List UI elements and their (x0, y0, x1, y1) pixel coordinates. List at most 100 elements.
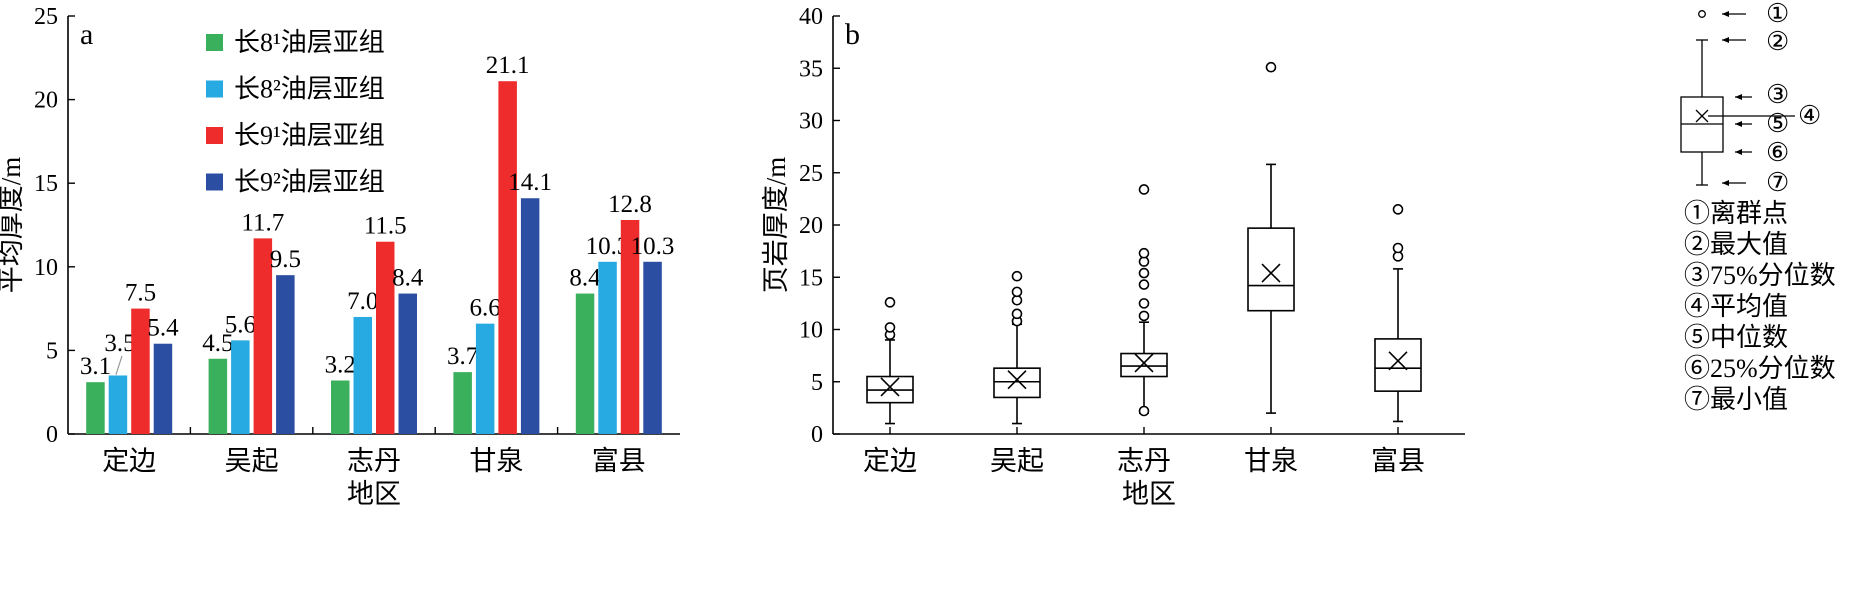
bar (398, 293, 417, 434)
y-tick-label: 10 (34, 255, 58, 281)
data-label: 11.7 (241, 209, 284, 236)
outlier-point (884, 322, 896, 333)
key-item: ③75%分位数 (1684, 261, 1836, 290)
bar (620, 219, 640, 434)
bar (498, 81, 517, 434)
legend-label: 长8¹油层亚组 (234, 28, 385, 57)
data-label: 5.4 (147, 315, 179, 342)
mean-marker (880, 377, 900, 397)
x-tick-label: 志丹 (347, 446, 401, 476)
key-arrowhead (1722, 180, 1729, 186)
x-tick-label: 吴起 (990, 446, 1044, 476)
outlier-point (1011, 270, 1023, 282)
x-tick-label: 吴起 (225, 446, 279, 476)
legend-label: 长8²油层亚组 (234, 75, 385, 104)
bar (353, 316, 372, 434)
mean-marker (1007, 370, 1027, 390)
y-tick-label: 15 (34, 171, 58, 197)
key-marker: ② (1766, 27, 1789, 56)
data-label: 3.2 (325, 351, 356, 378)
key-item: ⑤中位数 (1684, 323, 1788, 352)
outlier-point (1265, 61, 1277, 73)
data-label: 10.3 (631, 233, 675, 260)
bar (453, 372, 472, 434)
data-label: 11.5 (364, 213, 407, 240)
key-item: ⑥25%分位数 (1684, 354, 1836, 383)
bar (231, 340, 250, 434)
y-tick-label: 0 (811, 422, 823, 448)
x-tick-label: 甘泉 (1244, 446, 1298, 476)
outlier-point (1011, 286, 1023, 298)
data-label: 3.5 (104, 330, 135, 357)
legend-label: 长9²油层亚组 (234, 168, 385, 197)
y-tick-label: 0 (46, 422, 58, 448)
key-item: ①离群点 (1684, 199, 1788, 228)
x-tick-label: 定边 (102, 446, 156, 476)
y-tick-label: 30 (799, 109, 823, 135)
iqr-box (1120, 352, 1168, 378)
bar (475, 323, 495, 434)
iqr-box (1247, 227, 1295, 312)
data-label: 5.6 (225, 311, 256, 338)
x-tick-label: 富县 (592, 446, 646, 476)
key-mean (1695, 109, 1709, 123)
bar (253, 238, 273, 434)
data-label: 7.5 (125, 280, 156, 307)
bar (153, 343, 173, 434)
key-arrowhead (1735, 94, 1742, 100)
outlier-point (1138, 310, 1150, 322)
bar (108, 375, 128, 434)
x-tick-label: 志丹 (1117, 446, 1171, 476)
data-label: 14.1 (508, 169, 552, 196)
y-tick-label: 25 (34, 4, 58, 30)
outlier-point (1011, 308, 1023, 320)
y-tick-label: 10 (799, 318, 823, 344)
legend-swatch (206, 173, 223, 191)
data-label: 9.5 (270, 246, 301, 273)
x-tick-label: 定边 (863, 446, 917, 476)
x-axis-title: 地区 (347, 479, 401, 509)
data-label: 12.8 (608, 191, 652, 218)
iqr-box (993, 367, 1041, 399)
mean-marker (1388, 351, 1408, 371)
outlier-point (884, 297, 896, 308)
y-tick-label: 35 (799, 56, 823, 82)
bar-chart-panel: 0 5 10 15 20 25 定边 吴起 志丹 甘泉 富县 3.1 4.5 3.2 3.7 8.4 3.5 5.… (0, 4, 680, 509)
y-tick-label: 40 (799, 4, 823, 30)
key-marker: ④ (1798, 101, 1821, 130)
bar (331, 380, 350, 434)
y-tick-label: 5 (811, 370, 823, 396)
key-outlier (1698, 10, 1706, 18)
panel-label: b (845, 18, 860, 51)
bar (376, 241, 395, 434)
x-axis-title: 地区 (1122, 479, 1176, 509)
key-arrowhead (1735, 149, 1742, 155)
key-item: ②最大值 (1684, 230, 1788, 259)
data-label: 3.7 (447, 343, 478, 370)
key-arrowhead (1722, 37, 1729, 43)
data-label: 8.4 (392, 265, 424, 292)
bar (131, 308, 150, 434)
x-tick-label: 富县 (1371, 446, 1425, 476)
key-arrowhead (1735, 121, 1742, 127)
bar (643, 261, 662, 434)
y-tick-label: 15 (799, 265, 823, 291)
legend-swatch (206, 34, 223, 51)
bar (276, 275, 295, 434)
outlier-point (1138, 298, 1150, 309)
outlier-point (1138, 267, 1150, 279)
outlier-point (1138, 279, 1150, 290)
y-tick-label: 5 (46, 338, 58, 364)
key-marker: ⑦ (1766, 168, 1789, 197)
bar (520, 198, 540, 434)
y-tick-label: 20 (34, 88, 58, 114)
mean-marker (1261, 263, 1281, 283)
data-label: 21.1 (486, 52, 530, 79)
leader-line (115, 355, 123, 375)
mean-marker (1134, 353, 1154, 373)
data-label: 8.4 (569, 265, 601, 292)
key-arrowhead (1722, 11, 1729, 17)
key-marker: ③ (1766, 80, 1789, 109)
